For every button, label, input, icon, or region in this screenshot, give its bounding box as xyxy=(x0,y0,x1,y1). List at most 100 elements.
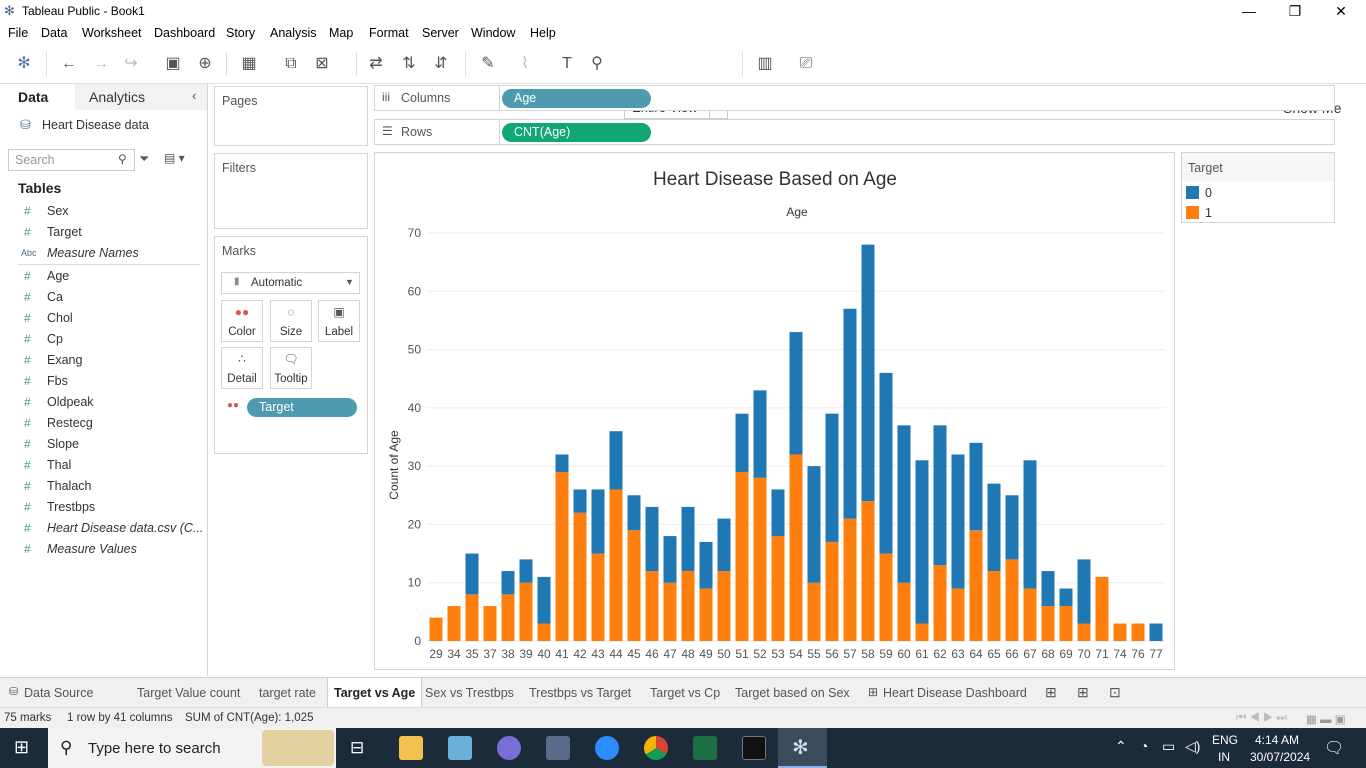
bar-target-1[interactable] xyxy=(537,623,551,641)
bar-target-1[interactable] xyxy=(789,454,803,641)
bar-target-0[interactable] xyxy=(573,489,587,513)
bar-target-0[interactable] xyxy=(753,390,767,478)
bar-target-0[interactable] xyxy=(1077,559,1091,624)
replay-icon[interactable]: ↪ xyxy=(124,55,138,72)
mark-type-dropdown[interactable]: ▮ Automatic ▼ xyxy=(221,272,360,294)
bar-target-0[interactable] xyxy=(519,559,533,583)
legend-swatch-0[interactable] xyxy=(1186,186,1199,199)
taskbar-search[interactable]: ⚲ Type here to search xyxy=(48,728,336,768)
bar-target-1[interactable] xyxy=(915,623,929,641)
bar-target-1[interactable] xyxy=(969,530,983,641)
show-hidden-icons-icon[interactable]: ⌃ xyxy=(1115,738,1127,754)
bar-target-0[interactable] xyxy=(645,506,659,572)
file-explorer-icon[interactable] xyxy=(399,736,423,760)
tab-analytics[interactable]: Analytics xyxy=(89,89,146,105)
color-target-pill[interactable]: Target xyxy=(247,398,357,417)
legend-label-1[interactable]: 1 xyxy=(1205,206,1212,220)
tableau-taskbar-button[interactable]: ✻ xyxy=(778,728,827,768)
sort-descending-icon[interactable]: ⇵ xyxy=(434,55,448,72)
bar-target-1[interactable] xyxy=(861,501,875,641)
bar-target-1[interactable] xyxy=(879,553,893,641)
bar-target-1[interactable] xyxy=(627,530,641,641)
calculator-icon[interactable] xyxy=(546,736,570,760)
volume-icon[interactable]: ◁) xyxy=(1185,738,1201,754)
duplicate-sheet-icon[interactable]: ⧉ xyxy=(285,55,297,72)
menu-file[interactable]: File xyxy=(8,26,29,40)
tab-target-value-count[interactable]: Target Value count xyxy=(137,686,241,700)
redo-icon[interactable]: → xyxy=(93,55,109,72)
rows-shelf[interactable]: ☰ Rows CNT(Age) xyxy=(374,119,1335,145)
field-measure-values[interactable]: # Measure Values xyxy=(0,539,205,560)
language-code[interactable]: ENG xyxy=(1212,733,1239,747)
bar-target-1[interactable] xyxy=(753,477,767,641)
menu-worksheet[interactable]: Worksheet xyxy=(82,26,142,40)
filter-icon[interactable]: ⏷ xyxy=(139,151,150,166)
bar-target-0[interactable] xyxy=(555,454,569,472)
bar-target-1[interactable] xyxy=(825,541,839,641)
bar-target-0[interactable] xyxy=(465,553,479,595)
bar-target-1[interactable] xyxy=(519,582,533,641)
bar-target-1[interactable] xyxy=(681,571,695,641)
bar-target-1[interactable] xyxy=(897,582,911,641)
bar-target-0[interactable] xyxy=(1149,623,1163,641)
tab-sex-vs-trestbps[interactable]: Sex vs Trestbps xyxy=(425,686,514,700)
save-icon[interactable]: ▣ xyxy=(165,55,181,72)
close-button[interactable]: ✕ xyxy=(1335,3,1347,19)
bar-target-1[interactable] xyxy=(843,518,857,641)
field-restecg[interactable]: # Restecg xyxy=(0,413,205,434)
new-dashboard-tab-icon[interactable]: ⊞ xyxy=(1077,684,1089,700)
tab-data-source[interactable]: Data Source xyxy=(24,686,94,700)
bar-target-0[interactable] xyxy=(735,413,749,472)
filters-card[interactable]: Filters xyxy=(214,153,368,229)
bar-target-0[interactable] xyxy=(627,495,641,531)
bar-target-1[interactable] xyxy=(1023,588,1037,641)
columns-shelf[interactable]: iii Columns Age xyxy=(374,85,1335,111)
bar-target-1[interactable] xyxy=(951,588,965,641)
collapse-pane-icon[interactable]: ‹ xyxy=(192,88,197,103)
bar-target-1[interactable] xyxy=(1077,623,1091,641)
bar-target-0[interactable] xyxy=(915,460,929,624)
bar-target-1[interactable] xyxy=(1005,559,1019,641)
bar-target-1[interactable] xyxy=(1059,606,1073,641)
bar-target-1[interactable] xyxy=(987,571,1001,641)
field-thal[interactable]: # Thal xyxy=(0,455,205,476)
field-age[interactable]: # Age xyxy=(0,266,205,287)
menu-map[interactable]: Map xyxy=(329,26,354,40)
bar-target-0[interactable] xyxy=(951,454,965,589)
field-sex[interactable]: # Sex xyxy=(0,201,205,222)
presentation-mode-icon[interactable]: ⎚ xyxy=(799,55,813,72)
bar-target-0[interactable] xyxy=(1023,460,1037,589)
field-heart-disease-data-csv-c[interactable]: # Heart Disease data.csv (C... xyxy=(0,518,205,539)
bar-target-1[interactable] xyxy=(429,617,443,641)
show-cards-icon[interactable]: ▥ xyxy=(757,55,773,72)
bar-target-1[interactable] xyxy=(555,471,569,641)
bar-target-0[interactable] xyxy=(681,506,695,572)
maximize-button[interactable]: ❐ xyxy=(1288,3,1302,19)
bar-target-1[interactable] xyxy=(483,606,497,641)
bar-target-0[interactable] xyxy=(591,489,605,554)
bar-target-1[interactable] xyxy=(699,588,713,641)
clock-time[interactable]: 4:14 AM xyxy=(1255,733,1300,747)
new-worksheet-tab-icon[interactable]: ⊞ xyxy=(1045,684,1057,700)
tab-target-based-on-sex[interactable]: Target based on Sex xyxy=(735,686,850,700)
datasource-name[interactable]: Heart Disease data xyxy=(42,118,150,132)
excel-icon[interactable] xyxy=(693,736,717,760)
menu-data[interactable]: Data xyxy=(41,26,68,40)
bar-target-1[interactable] xyxy=(1041,606,1055,641)
bar-target-1[interactable] xyxy=(663,582,677,641)
bar-target-1[interactable] xyxy=(645,571,659,641)
menu-story[interactable]: Story xyxy=(226,26,256,40)
color-button[interactable]: ●● Color xyxy=(221,300,263,342)
battery-icon[interactable]: ▭ xyxy=(1162,738,1176,754)
bar-target-1[interactable] xyxy=(1095,576,1109,641)
menu-dashboard[interactable]: Dashboard xyxy=(154,26,216,40)
new-datasource-icon[interactable]: ⊕ xyxy=(198,55,212,72)
bar-target-0[interactable] xyxy=(807,466,821,583)
label-button[interactable]: ▣ Label xyxy=(318,300,360,342)
region-code[interactable]: IN xyxy=(1218,750,1230,764)
bar-target-0[interactable] xyxy=(987,483,1001,572)
sheet-nav-icon[interactable]: ⏮ ◀ ▶ ⏭ xyxy=(1236,712,1287,724)
bar-target-0[interactable] xyxy=(699,541,713,589)
notification-icon[interactable]: 🗨 xyxy=(1324,740,1345,757)
menu-help[interactable]: Help xyxy=(530,26,556,40)
